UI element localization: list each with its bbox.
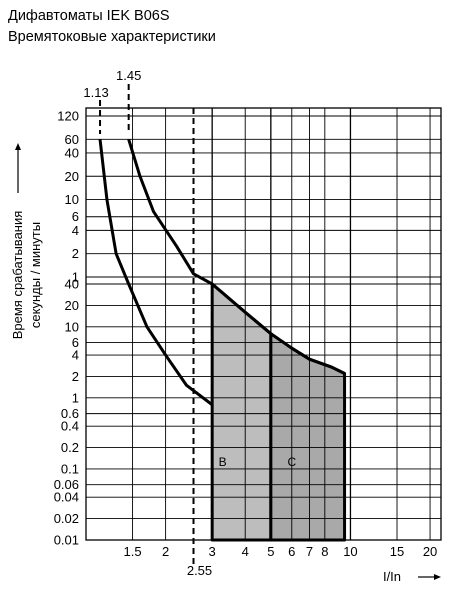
y-axis-label-line-1: Время срабатывания bbox=[10, 211, 25, 340]
y-tick-label-sec: 4 bbox=[72, 348, 79, 363]
y-tick-label-sec: 0.06 bbox=[54, 477, 79, 492]
y-tick-label-sec: 0.1 bbox=[61, 461, 79, 476]
y-tick-label-sec: 1 bbox=[72, 390, 79, 405]
y-tick-label-min: 6 bbox=[72, 209, 79, 224]
x-tick-label: 10 bbox=[343, 544, 357, 559]
y-tick-label-sec: 10 bbox=[65, 319, 79, 334]
y-tick-label-min: 1 bbox=[72, 270, 79, 285]
y-tick-label-min: 40 bbox=[65, 145, 79, 160]
y-tick-label-sec: 0.02 bbox=[54, 511, 79, 526]
y-tick-label-min: 20 bbox=[65, 169, 79, 184]
y-tick-label-min: 10 bbox=[65, 192, 79, 207]
x-tick-label: 8 bbox=[321, 544, 328, 559]
y-tick-label-sec: 6 bbox=[72, 335, 79, 350]
y-tick-label-min: 4 bbox=[72, 223, 79, 238]
x-tick-label: 1.5 bbox=[124, 544, 142, 559]
chart-subtitle: Времятоковые характеристики bbox=[8, 29, 216, 45]
y-tick-label-sec: 20 bbox=[65, 298, 79, 313]
y-tick-label-min: 60 bbox=[65, 132, 79, 147]
y-tick-label-sec: 0.2 bbox=[61, 440, 79, 455]
y-tick-label-sec: 0.01 bbox=[54, 533, 79, 548]
chart-title: Дифавтоматы IEK B06S bbox=[8, 8, 170, 24]
reference-label: 1.13 bbox=[83, 85, 108, 100]
y-tick-label-min: 120 bbox=[57, 109, 79, 124]
x-axis-arrow-head bbox=[434, 574, 441, 580]
x-tick-label: 3 bbox=[209, 544, 216, 559]
x-axis-label: I/In bbox=[383, 569, 401, 584]
y-tick-label-sec: 40 bbox=[65, 277, 79, 292]
x-tick-label: 7 bbox=[306, 544, 313, 559]
zone-label-b: B bbox=[219, 455, 227, 469]
reference-label: 2.55 bbox=[187, 563, 212, 578]
zone-b bbox=[210, 282, 273, 542]
y-axis-arrow-head bbox=[15, 143, 21, 150]
x-tick-label: 4 bbox=[242, 544, 249, 559]
y-tick-label-sec: 2 bbox=[72, 369, 79, 384]
x-tick-label: 6 bbox=[288, 544, 295, 559]
x-tick-label: 5 bbox=[267, 544, 274, 559]
y-tick-label-sec: 0.4 bbox=[61, 419, 79, 434]
zone-c bbox=[269, 332, 347, 542]
reference-label: 1.45 bbox=[116, 68, 141, 83]
y-tick-label-sec: 0.6 bbox=[61, 406, 79, 421]
y-tick-label-min: 2 bbox=[72, 246, 79, 261]
plot-frame bbox=[85, 107, 442, 541]
x-tick-label: 2 bbox=[162, 544, 169, 559]
x-tick-label: 20 bbox=[423, 544, 437, 559]
x-tick-label: 15 bbox=[390, 544, 404, 559]
y-axis-label-line-2: секунды / минуты bbox=[28, 222, 43, 328]
curve-1 bbox=[98, 139, 214, 406]
curve-2 bbox=[127, 138, 346, 375]
y-tick-label-sec: 0.04 bbox=[54, 490, 79, 505]
